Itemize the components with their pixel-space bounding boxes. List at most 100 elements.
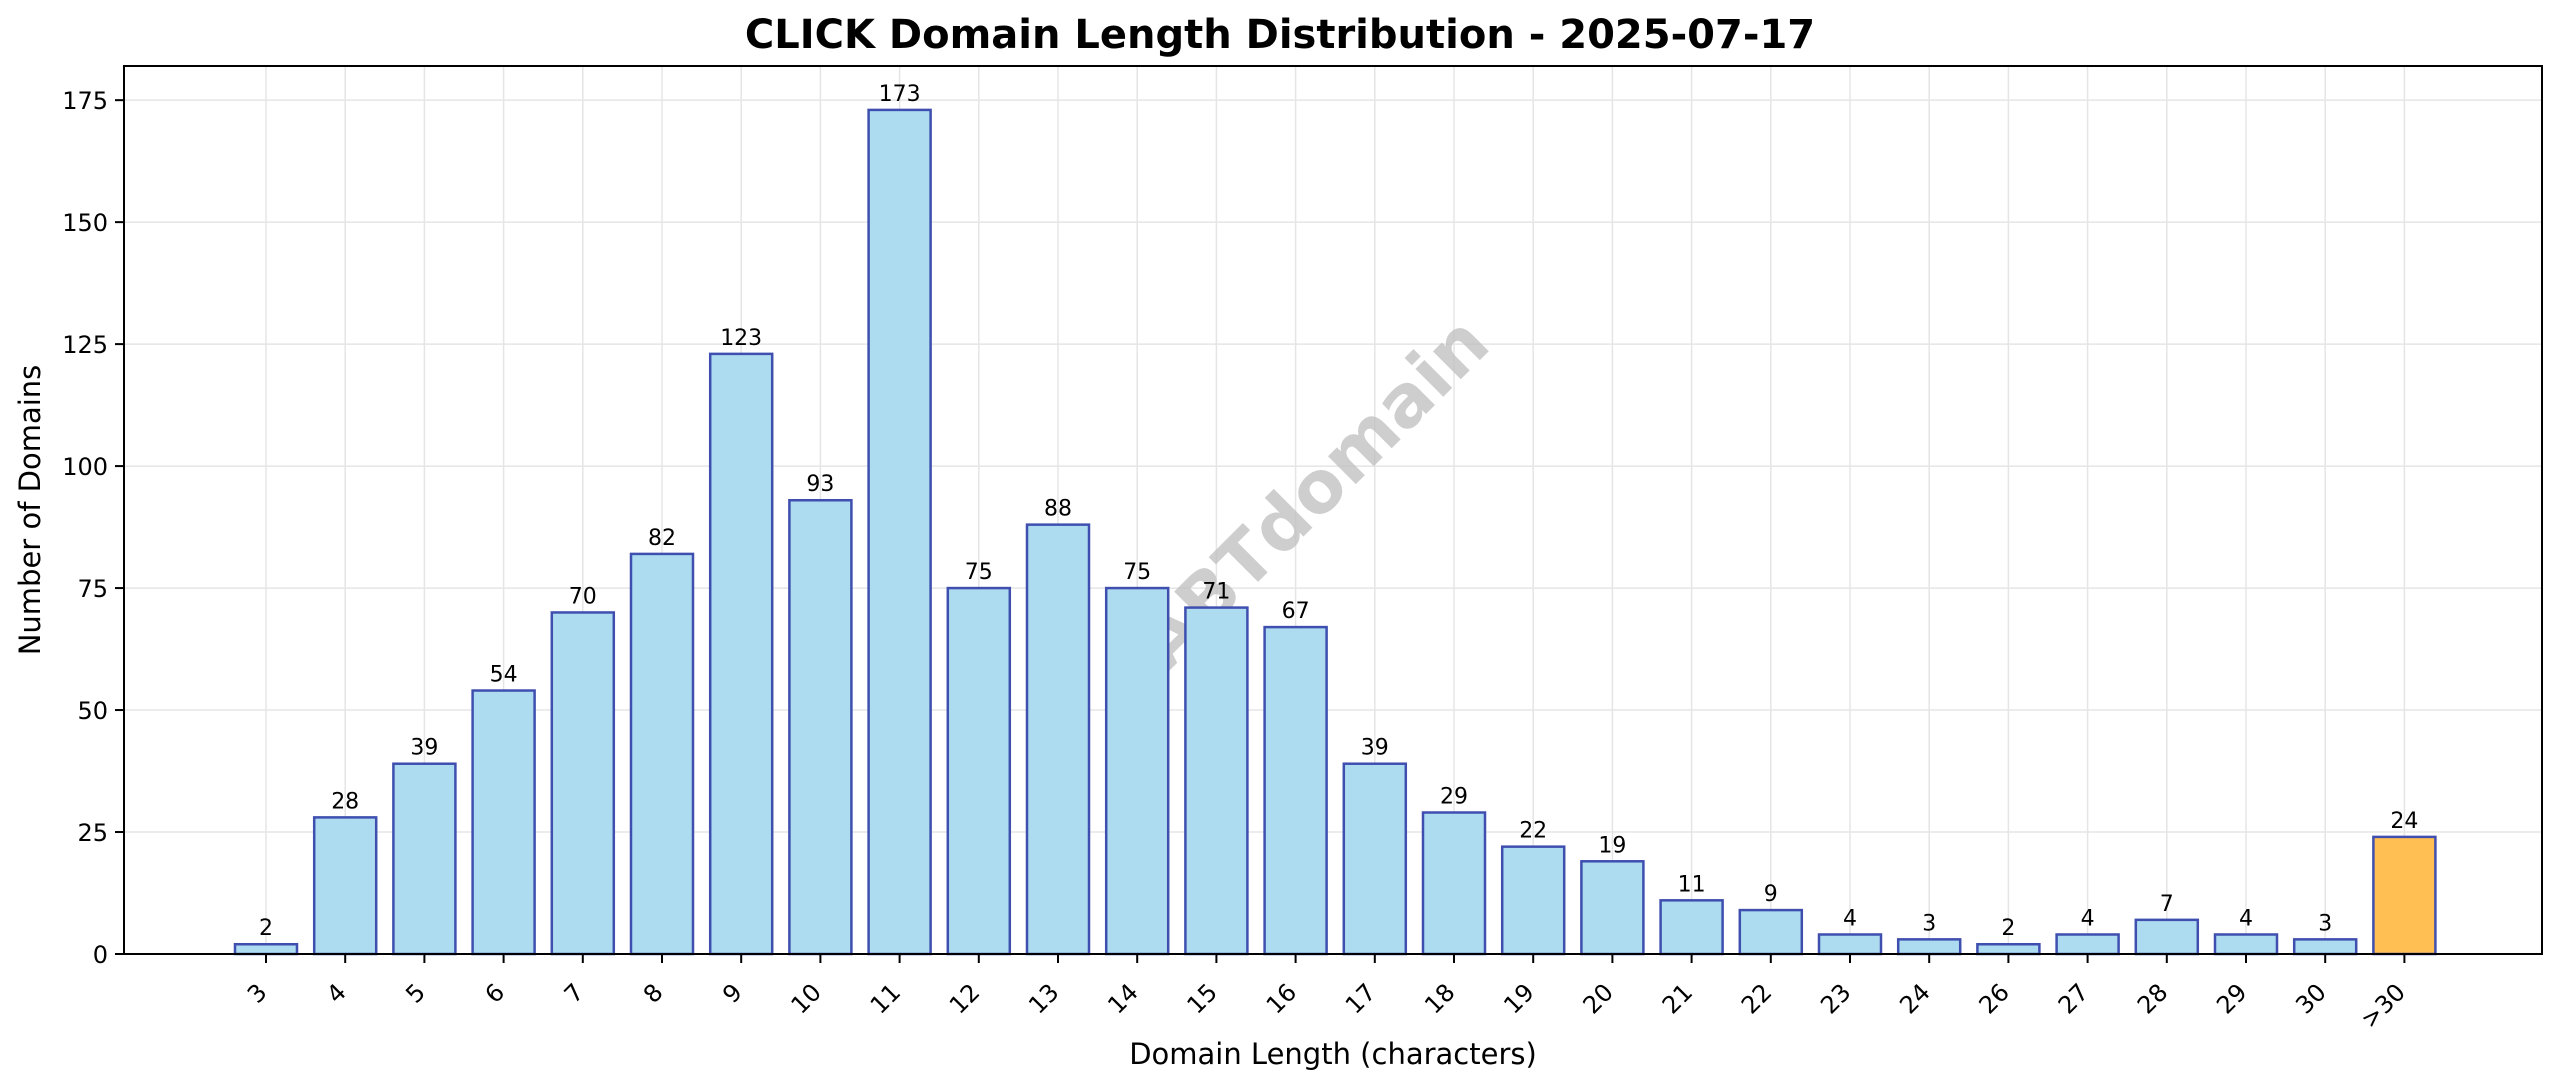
y-tick-label: 75 xyxy=(77,575,108,603)
x-axis-ticks: 3 4 5 6 7 8 9 10 11 12 13 14 15 16 17 18 19 20 21 22 23 24 26 2… xyxy=(242,954,2411,1034)
y-axis-ticks: 0 25 50 75 100 125 150 175 xyxy=(62,87,124,969)
y-tick-label: 0 xyxy=(93,941,108,969)
value-label: 75 xyxy=(1123,560,1151,585)
bars xyxy=(233,108,2437,956)
x-tick-label: 7 xyxy=(559,978,590,1009)
value-label: 7 xyxy=(2160,892,2174,917)
bar xyxy=(471,689,536,956)
x-tick-label: 4 xyxy=(321,978,352,1009)
value-label: 75 xyxy=(965,560,993,585)
x-tick-label: 5 xyxy=(400,978,431,1009)
bar xyxy=(312,816,378,956)
value-label: 3 xyxy=(1922,911,1936,936)
value-label: 9 xyxy=(1764,882,1778,907)
x-tick-label: 11 xyxy=(865,978,906,1019)
value-label: 123 xyxy=(720,326,762,351)
y-axis-label: Number of Domains xyxy=(13,365,47,656)
value-label: 28 xyxy=(331,789,359,814)
value-label: 82 xyxy=(648,526,676,551)
x-tick-label: 8 xyxy=(638,978,669,1009)
x-tick-label: 13 xyxy=(1023,978,1064,1019)
x-tick-label: 28 xyxy=(2132,978,2173,1019)
x-tick-label: 18 xyxy=(1419,978,1460,1019)
bar xyxy=(708,352,774,956)
x-tick-label: 16 xyxy=(1261,978,1302,1019)
x-tick-label: 20 xyxy=(1578,978,1619,1019)
value-label: 88 xyxy=(1044,497,1072,522)
value-label: 29 xyxy=(1440,785,1468,810)
bar xyxy=(392,762,457,956)
x-tick-label: >30 xyxy=(2355,978,2411,1034)
value-label: 3 xyxy=(2318,911,2332,936)
value-label: 19 xyxy=(1598,833,1626,858)
bar xyxy=(1500,845,1566,956)
value-label: 4 xyxy=(1843,906,1857,931)
bar xyxy=(2213,933,2279,956)
bar xyxy=(2134,918,2200,956)
y-tick-label: 25 xyxy=(77,819,108,847)
x-tick-label: 24 xyxy=(1894,978,1935,1019)
value-label: 2 xyxy=(259,916,273,941)
value-label: 2 xyxy=(2001,916,2015,941)
y-tick-label: 125 xyxy=(62,331,108,359)
bar xyxy=(1659,899,1724,956)
x-tick-label: 12 xyxy=(944,978,985,1019)
x-tick-label: 14 xyxy=(1102,978,1143,1019)
value-label: 39 xyxy=(1361,736,1389,761)
chart-title: CLICK Domain Length Distribution - 2025-… xyxy=(745,12,1815,58)
value-label: 22 xyxy=(1519,819,1547,844)
bar xyxy=(2292,938,2358,956)
bar xyxy=(550,611,616,956)
x-axis-label: Domain Length (characters) xyxy=(1129,1037,1537,1071)
x-tick-label: 29 xyxy=(2211,978,2252,1019)
value-label: 24 xyxy=(2390,809,2418,834)
x-tick-label: 22 xyxy=(1736,978,1777,1019)
x-tick-label: 26 xyxy=(1974,978,2015,1019)
value-label: 4 xyxy=(2239,906,2253,931)
bar xyxy=(233,942,299,956)
bar xyxy=(1025,523,1091,956)
x-tick-label: 30 xyxy=(2290,978,2331,1019)
value-label: 67 xyxy=(1282,599,1310,624)
bar xyxy=(1738,908,1804,956)
bar xyxy=(629,552,695,956)
bar xyxy=(1421,811,1487,956)
bar xyxy=(1184,606,1249,956)
plot-frame xyxy=(123,65,2543,955)
x-tick-label: 3 xyxy=(242,978,273,1009)
x-tick-label: 17 xyxy=(1340,978,1381,1019)
bar xyxy=(2055,933,2120,956)
x-tick-label: 21 xyxy=(1657,978,1698,1019)
x-tick-label: 19 xyxy=(1498,978,1539,1019)
x-tick-label: 9 xyxy=(717,978,748,1009)
y-tick-label: 175 xyxy=(62,87,108,115)
bar xyxy=(1896,938,1962,956)
bar xyxy=(1580,860,1645,956)
bar xyxy=(1817,933,1883,956)
y-tick-label: 100 xyxy=(62,453,108,481)
value-label: 39 xyxy=(410,736,438,761)
bar xyxy=(788,498,853,956)
x-tick-label: 6 xyxy=(480,978,511,1009)
x-tick-label: 15 xyxy=(1182,978,1223,1019)
bar xyxy=(1104,586,1170,956)
bar xyxy=(1342,762,1408,956)
bar xyxy=(1263,625,1328,956)
value-label: 70 xyxy=(569,584,597,609)
bar xyxy=(1976,942,2041,956)
value-label: 4 xyxy=(2081,906,2095,931)
bar xyxy=(946,586,1012,956)
y-tick-label: 50 xyxy=(77,697,108,725)
y-tick-label: 150 xyxy=(62,209,108,237)
x-tick-label: 27 xyxy=(2053,978,2094,1019)
x-tick-label: 23 xyxy=(1815,978,1856,1019)
value-label: 93 xyxy=(806,472,834,497)
bar xyxy=(867,108,932,956)
value-label: 173 xyxy=(879,82,921,107)
value-label: 54 xyxy=(490,663,518,688)
value-label: 71 xyxy=(1202,580,1230,605)
bar-highlight xyxy=(2372,835,2437,956)
value-label: 11 xyxy=(1678,872,1706,897)
